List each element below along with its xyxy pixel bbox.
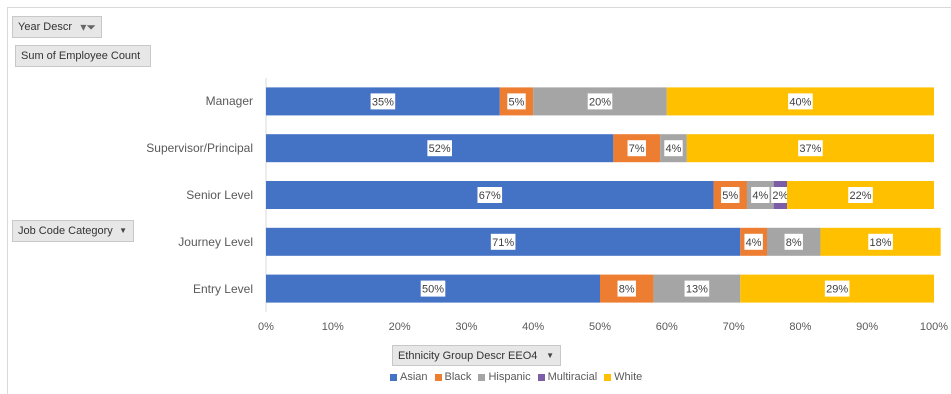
data-label-background bbox=[771, 187, 790, 203]
data-label-background bbox=[617, 280, 636, 297]
chart-legend: Asian Black Hispanic Multiracial White bbox=[390, 371, 649, 383]
data-label: 71% bbox=[492, 237, 514, 249]
job-code-category-label: Job Code Category bbox=[18, 225, 113, 237]
data-label-background bbox=[507, 93, 526, 110]
x-tick-label: 10% bbox=[321, 321, 344, 333]
data-label: 8% bbox=[619, 284, 635, 296]
x-tick-label: 70% bbox=[722, 321, 745, 333]
data-label-background bbox=[721, 187, 740, 203]
legend-label: Hispanic bbox=[488, 371, 531, 383]
category-label: Entry Level bbox=[192, 281, 253, 296]
data-label-background bbox=[477, 187, 503, 203]
data-label-background bbox=[427, 140, 452, 157]
data-label: 5% bbox=[722, 190, 738, 202]
data-label-background bbox=[627, 140, 646, 157]
sum-of-employee-count-label: Sum of Employee Count bbox=[21, 50, 141, 62]
data-label-background bbox=[824, 280, 850, 297]
legend-item[interactable]: Asian bbox=[390, 371, 428, 383]
legend-swatch bbox=[604, 373, 612, 381]
legend-label: Asian bbox=[400, 371, 428, 383]
data-label: 8% bbox=[786, 237, 802, 249]
data-label: 4% bbox=[666, 143, 682, 155]
x-tick-label: 90% bbox=[856, 321, 879, 333]
data-label-background bbox=[684, 280, 710, 297]
data-label: 67% bbox=[479, 190, 501, 202]
chart-frame-top-border bbox=[7, 7, 951, 8]
x-tick-label: 20% bbox=[388, 321, 411, 333]
ethnicity-group-label: Ethnicity Group Descr EEO4 bbox=[398, 350, 538, 362]
data-label: 37% bbox=[799, 143, 821, 155]
x-tick-label: 30% bbox=[455, 321, 478, 333]
legend-swatch bbox=[537, 373, 545, 381]
data-label: 4% bbox=[746, 237, 762, 249]
ethnicity-group-field-button[interactable]: Ethnicity Group Descr EEO4 ▼ bbox=[392, 345, 561, 366]
legend-item[interactable]: White bbox=[604, 371, 642, 383]
data-label: 4% bbox=[752, 190, 768, 202]
data-label-background bbox=[784, 233, 803, 250]
data-label: 7% bbox=[629, 143, 645, 155]
x-tick-label: 40% bbox=[522, 321, 545, 333]
data-label: 5% bbox=[509, 96, 525, 108]
category-label: Supervisor/Principal bbox=[146, 141, 253, 156]
dropdown-arrow-icon[interactable]: ▼ bbox=[119, 226, 127, 235]
job-code-category-field-button[interactable]: Job Code Category ▼ bbox=[12, 220, 134, 242]
data-label: 18% bbox=[870, 237, 892, 249]
data-label-background bbox=[868, 233, 893, 250]
sum-of-employee-count-field-button[interactable]: Sum of Employee Count bbox=[15, 45, 151, 67]
category-label: Journey Level bbox=[178, 234, 253, 249]
legend-swatch bbox=[434, 373, 442, 381]
legend-swatch bbox=[390, 373, 397, 381]
x-tick-label: 100% bbox=[919, 321, 949, 333]
category-label: Manager bbox=[205, 94, 253, 109]
data-label-background bbox=[751, 187, 770, 203]
data-label-background bbox=[490, 233, 516, 250]
data-label: 20% bbox=[589, 96, 611, 108]
chart-frame-left-border bbox=[7, 7, 8, 394]
data-label: 29% bbox=[826, 284, 848, 296]
data-label-background bbox=[370, 93, 396, 110]
data-label: 13% bbox=[686, 284, 708, 296]
legend-label: Multiracial bbox=[547, 371, 598, 383]
data-label: 22% bbox=[850, 190, 872, 202]
legend-item[interactable]: Hispanic bbox=[478, 371, 531, 383]
data-label: 50% bbox=[422, 284, 444, 296]
data-label: 52% bbox=[429, 143, 451, 155]
year-descr-filter-button[interactable]: Year Descr ▾⏷ bbox=[12, 16, 102, 38]
data-label-background bbox=[744, 233, 763, 250]
x-tick-label: 60% bbox=[655, 321, 678, 333]
data-label: 35% bbox=[372, 96, 394, 108]
dropdown-arrow-icon[interactable]: ▼ bbox=[546, 351, 554, 360]
x-tick-label: 80% bbox=[789, 321, 812, 333]
legend-label: Black bbox=[444, 371, 472, 383]
data-label-background bbox=[587, 93, 613, 110]
data-label-background bbox=[420, 280, 446, 297]
data-label: 40% bbox=[789, 96, 811, 108]
category-label: Senior Level bbox=[186, 188, 253, 202]
legend-swatch bbox=[478, 373, 486, 381]
data-label-background bbox=[664, 140, 683, 157]
data-label-background bbox=[798, 140, 823, 157]
legend-item[interactable]: Multiracial bbox=[537, 371, 598, 383]
x-tick-label: 0% bbox=[258, 321, 274, 333]
data-label: 2% bbox=[772, 190, 788, 202]
filter-funnel-icon[interactable]: ▾⏷ bbox=[80, 20, 96, 34]
legend-label: White bbox=[614, 371, 643, 383]
year-descr-label: Year Descr bbox=[18, 21, 73, 33]
data-label-background bbox=[788, 93, 813, 110]
legend-item[interactable]: Black bbox=[434, 371, 472, 383]
data-label-background bbox=[848, 187, 873, 203]
x-tick-label: 50% bbox=[588, 321, 612, 333]
